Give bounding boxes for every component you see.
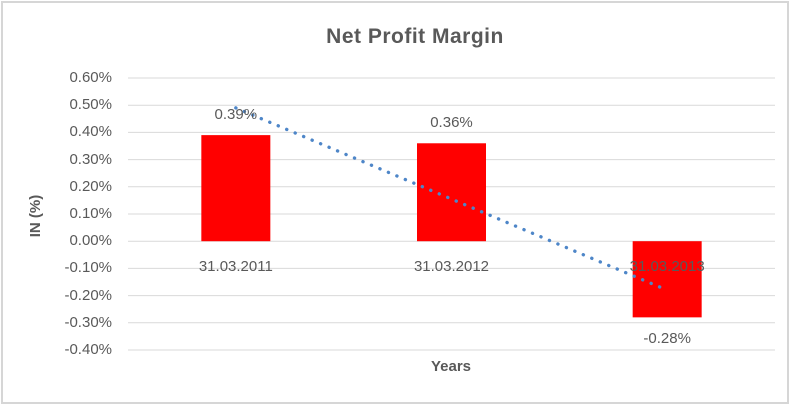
data-label: 0.36% xyxy=(430,114,473,132)
y-tick-label: -0.20% xyxy=(64,286,112,304)
y-tick-label: 0.60% xyxy=(69,69,112,86)
x-axis-title: Years xyxy=(430,358,472,375)
y-tick-label: -0.30% xyxy=(64,313,112,331)
category-label: 31.03.2012 xyxy=(413,258,490,276)
bar xyxy=(417,143,486,242)
chart-frame xyxy=(1,1,789,404)
y-tick-label: 0.10% xyxy=(69,205,112,222)
data-label: -0.28% xyxy=(643,330,691,348)
data-label: 0.39% xyxy=(214,106,258,124)
chart-title: Net Profit Margin xyxy=(326,25,504,48)
y-tick-label: 0.50% xyxy=(69,96,112,114)
category-label: 31.03.2013 xyxy=(629,258,705,276)
y-tick-label: 0.40% xyxy=(69,123,112,141)
y-tick-label: 0.30% xyxy=(69,150,112,168)
y-tick-label: -0.10% xyxy=(64,259,112,277)
y-tick-label: -0.40% xyxy=(64,341,112,358)
category-label: 31.03.2011 xyxy=(198,258,273,276)
bar xyxy=(201,135,271,242)
y-tick-label: 0.00% xyxy=(69,232,112,250)
y-tick-label: 0.20% xyxy=(69,177,112,195)
